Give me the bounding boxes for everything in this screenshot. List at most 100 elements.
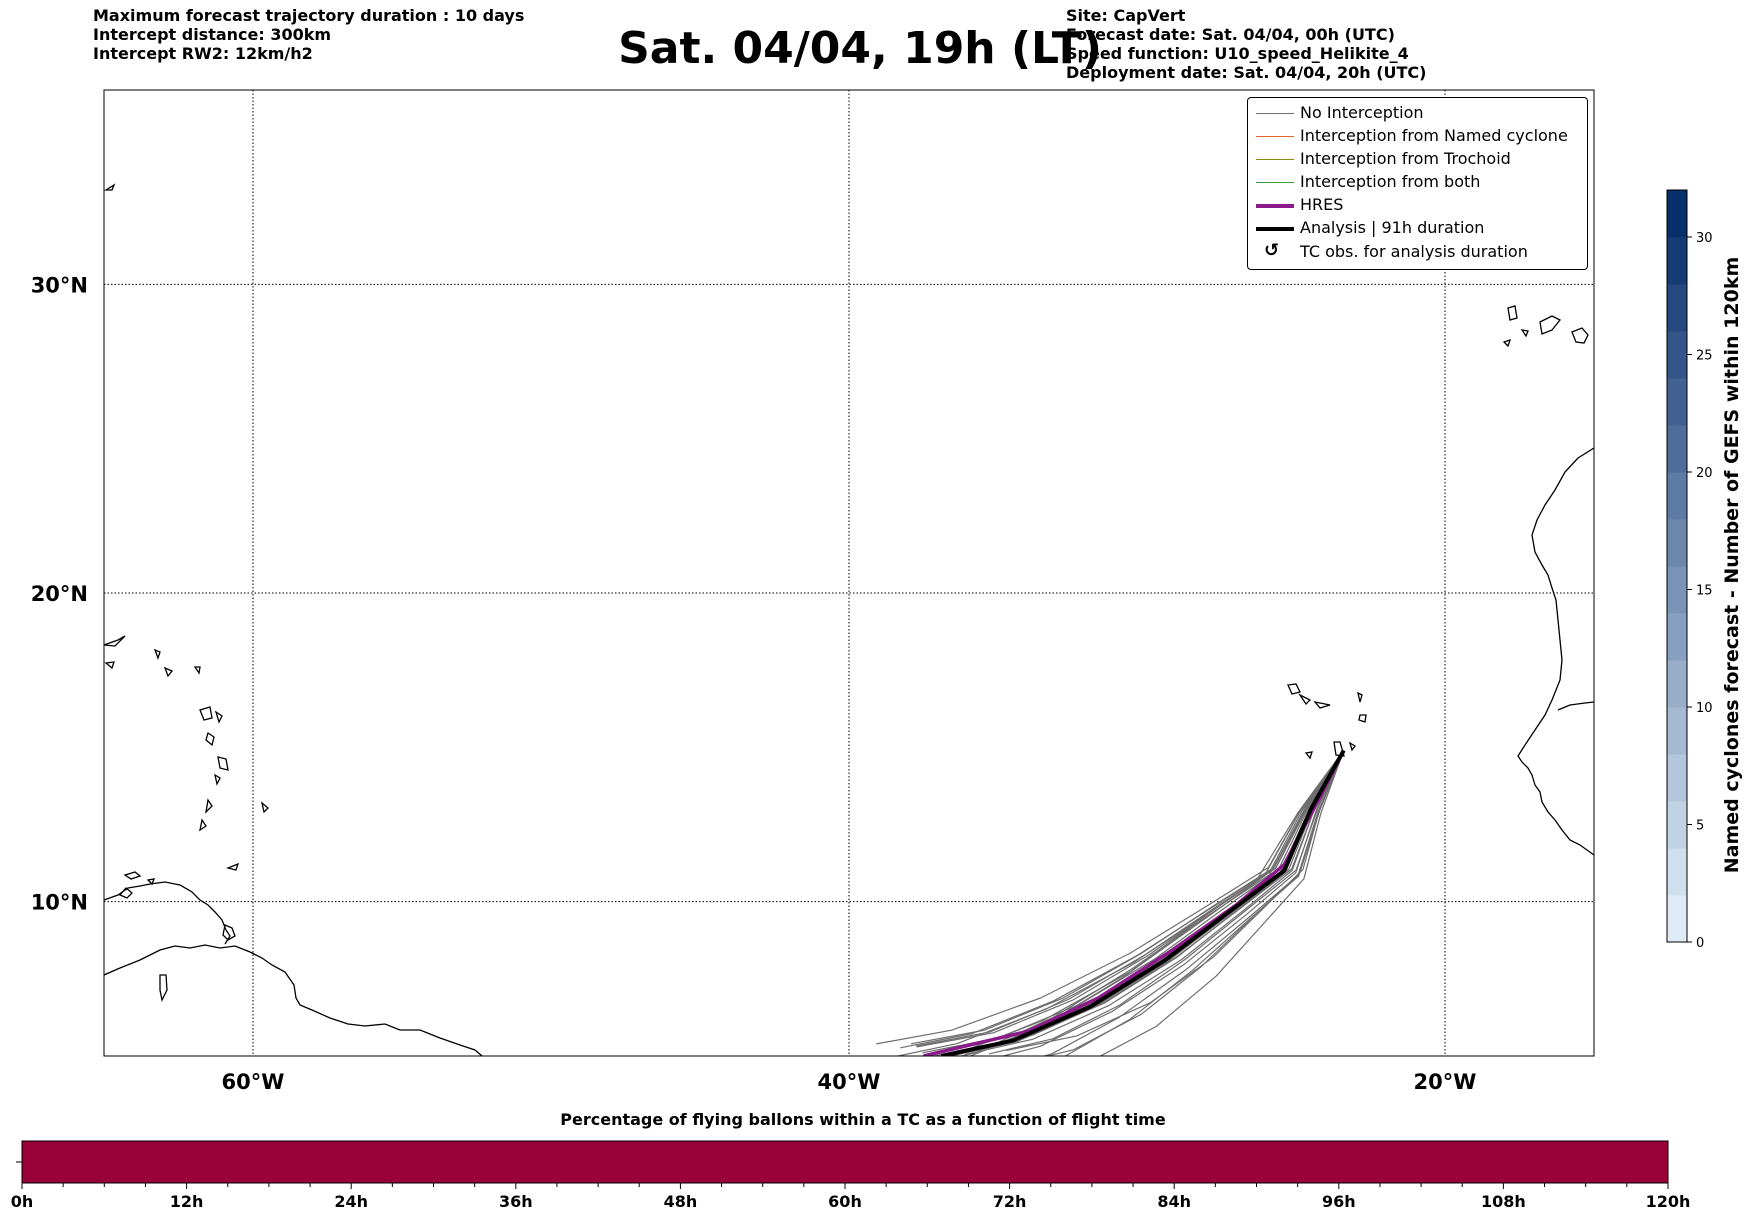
trajectory-no-interception — [988, 750, 1345, 1055]
capeverde-1 — [1287, 683, 1301, 695]
colorbar-tick-label: 25 — [1696, 349, 1713, 364]
timebar-tick-label: 12h — [170, 1192, 204, 1211]
antilles-3 — [193, 666, 201, 675]
canary-1 — [1507, 305, 1518, 321]
info-left-line-3: Intercept RW2: 12km/h2 — [93, 44, 313, 63]
info-left-line-2: Intercept distance: 300km — [93, 25, 332, 44]
capeverde-2 — [1298, 693, 1312, 706]
legend-item-hres: HRES — [1248, 194, 1587, 216]
colorbar-label: Named cyclones forecast - Number of GEFS… — [1721, 257, 1743, 874]
timebar-tick-label: 24h — [334, 1192, 368, 1211]
colorbar-tick-label: 0 — [1696, 936, 1704, 951]
colorbar-level — [1667, 425, 1687, 473]
colorbar-levels — [1667, 190, 1687, 943]
colorbar-level — [1667, 378, 1687, 426]
trajectory-no-interception — [876, 750, 1345, 1045]
canary-2 — [1539, 315, 1562, 335]
island-1 — [118, 887, 133, 899]
trajectory-no-interception — [1099, 750, 1345, 1056]
trajectory-hres — [923, 749, 1346, 1056]
legend-item-no-interception: No Interception — [1248, 102, 1587, 124]
trajectory-no-interception — [915, 750, 1345, 1047]
antilles-9 — [205, 798, 213, 814]
timebar-tick-label: 72h — [993, 1192, 1027, 1211]
y-tick-label: 30°N — [31, 273, 88, 297]
timebar-tick-label: 48h — [664, 1192, 698, 1211]
timebar-ticks: 0h 12h 24h 36h 48h 60h 72h 84h 96h 108h 120h — [11, 1183, 1691, 1211]
island-7 — [104, 183, 116, 191]
antilles-11 — [260, 801, 269, 814]
timebar-tick-label: 60h — [828, 1192, 862, 1211]
capeverde-7 — [1348, 741, 1356, 752]
colorbar-level — [1667, 519, 1687, 567]
x-tick-label: 60°W — [222, 1070, 285, 1094]
legend-item-named-cyclone: Interception from Named cyclone — [1248, 125, 1587, 147]
legend-item-both: Interception from both — [1248, 171, 1587, 193]
coastline-west-africa-notch — [1557, 701, 1594, 711]
x-tick-label: 40°W — [818, 1070, 881, 1094]
timebar-tick-label: 108h — [1481, 1192, 1526, 1211]
legend-item-trochoid: Interception from Trochoid — [1248, 148, 1587, 170]
timebar-tick-label: 120h — [1646, 1192, 1691, 1211]
colorbar-tick-label: 10 — [1696, 701, 1713, 716]
timebar-tick-label: 84h — [1157, 1192, 1191, 1211]
legend-label: No Interception — [1300, 103, 1424, 122]
info-right: Site: CapVert Forecast date: Sat. 04/04,… — [1066, 6, 1426, 82]
antilles-4 — [199, 706, 213, 721]
y-tick-label: 10°N — [31, 891, 88, 915]
colorbar-frame — [1666, 189, 1688, 943]
legend-label: HRES — [1300, 195, 1344, 214]
antilles-6 — [205, 731, 215, 747]
timebar-tick-label: 96h — [1322, 1192, 1356, 1211]
legend: No Interception Interception from Named … — [1247, 97, 1588, 270]
capeverde-8 — [1304, 751, 1313, 760]
island-6 — [104, 661, 115, 670]
timebar-fill — [21, 1140, 1669, 1184]
antilles-2 — [163, 666, 174, 678]
coastline-trinidad — [222, 924, 236, 941]
cyclone-icon: ↺ — [1264, 240, 1280, 261]
colorbar-level — [1667, 754, 1687, 802]
info-right-line-2: Forecast date: Sat. 04/04, 00h (UTC) — [1066, 25, 1395, 44]
legend-swatch-no-interception — [1256, 113, 1294, 114]
antilles-1 — [153, 648, 161, 660]
legend-label: Interception from Named cyclone — [1300, 126, 1568, 145]
trajectory-no-interception — [1006, 750, 1345, 1052]
canary-5 — [1502, 338, 1512, 348]
legend-swatch-named-cyclone — [1256, 136, 1294, 137]
coastline-africa — [1517, 447, 1594, 856]
legend-label: Analysis | 91h duration — [1300, 218, 1485, 237]
colorbar-level — [1667, 660, 1687, 708]
colorbar-level — [1667, 848, 1687, 896]
info-right-line-1: Site: CapVert — [1066, 6, 1186, 25]
info-right-line-4: Deployment date: Sat. 04/04, 20h (UTC) — [1066, 63, 1427, 82]
island-4 — [123, 871, 142, 880]
island-5 — [104, 635, 126, 647]
colorbar-level — [1667, 613, 1687, 661]
trajectory-analysis — [940, 749, 1346, 1056]
capeverde-6 — [1333, 741, 1345, 757]
antilles-5 — [214, 710, 223, 724]
capeverde-5 — [1358, 714, 1367, 723]
legend-swatch-trochoid — [1256, 159, 1294, 160]
canary-4 — [1520, 329, 1529, 338]
legend-item-tc-obs: ↺ TC obs. for analysis duration — [1248, 241, 1587, 263]
colorbar-tick-label: 15 — [1696, 584, 1713, 599]
colorbar-tick-label: 30 — [1696, 231, 1713, 246]
timebar-title: Percentage of flying ballons within a TC… — [560, 1110, 1166, 1129]
colorbar-level — [1667, 801, 1687, 849]
info-right-line-3: Speed function: U10_speed_Helikite_4 — [1066, 44, 1409, 63]
canary-3 — [1571, 327, 1589, 344]
colorbar-level — [1667, 284, 1687, 332]
main-trajectories — [923, 749, 1346, 1056]
colorbar-level — [1667, 472, 1687, 520]
timebar-tick-label: 36h — [499, 1192, 533, 1211]
timebar-tick-label: 0h — [11, 1192, 34, 1211]
chart-title: Sat. 04/04, 19h (LT) — [618, 23, 1102, 74]
legend-swatch-hres — [1256, 204, 1294, 208]
x-tick-label: 20°W — [1414, 1070, 1477, 1094]
antilles-10 — [199, 818, 207, 832]
